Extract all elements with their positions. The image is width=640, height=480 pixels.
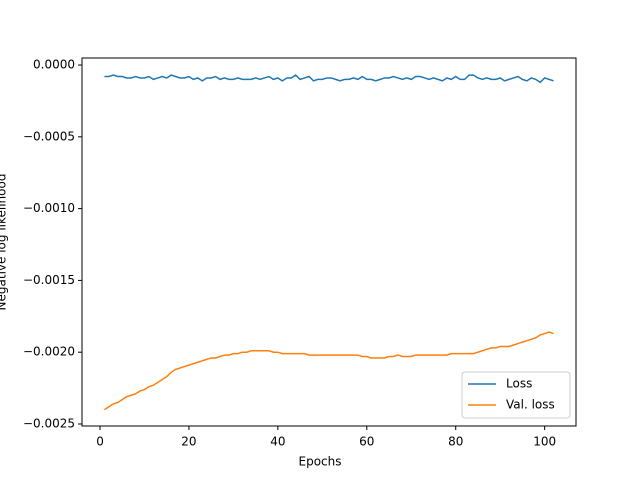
legend-label: Val. loss (506, 398, 555, 412)
x-axis-label: Epochs (299, 455, 342, 469)
x-tick-label: 60 (359, 435, 374, 449)
y-tick-label: −0.0020 (23, 345, 75, 359)
y-tick-label: −0.0005 (23, 129, 75, 143)
y-tick-label: 0.0000 (33, 58, 75, 72)
series-line (104, 331, 554, 411)
plot-frame (81, 57, 577, 427)
x-tick-label: 40 (270, 435, 285, 449)
legend-label: Loss (506, 377, 532, 391)
y-tick-label: −0.0015 (23, 273, 75, 287)
x-tick-label: 0 (96, 435, 104, 449)
series-line (104, 74, 554, 84)
x-tick-label: 100 (533, 435, 556, 449)
x-tick-label: 80 (448, 435, 463, 449)
y-tick-label: −0.0025 (23, 416, 75, 430)
y-axis-label: Negative log likelihood (0, 174, 9, 311)
x-tick-label: 20 (181, 435, 196, 449)
y-tick-label: −0.0010 (23, 201, 75, 215)
